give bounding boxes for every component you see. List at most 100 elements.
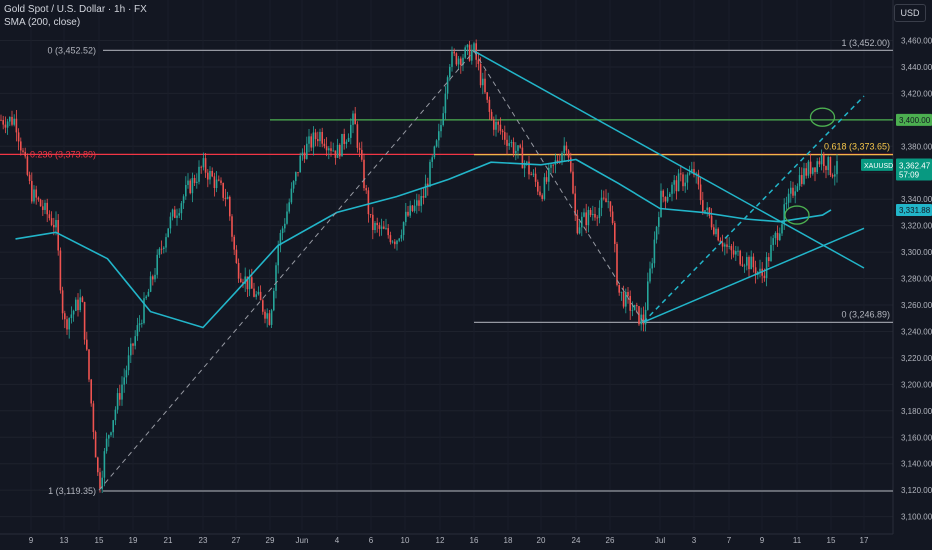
candle-body <box>226 196 229 199</box>
candle-body <box>339 144 341 157</box>
candle-body <box>820 155 823 165</box>
candle-body <box>251 277 253 289</box>
candle-body <box>451 51 453 67</box>
indicator-label[interactable]: SMA (200, close) <box>4 17 81 28</box>
candle-body <box>724 244 726 247</box>
candle-body <box>83 301 86 340</box>
candle-body <box>669 193 671 197</box>
candle-body <box>477 59 480 65</box>
candle-body <box>92 403 95 432</box>
candle-body <box>486 92 488 100</box>
candle-body <box>345 141 348 144</box>
candle-body <box>191 178 194 194</box>
candle-body <box>171 209 174 217</box>
x-tick-label: Jun <box>296 536 309 545</box>
candle-body <box>297 172 299 173</box>
candle-body <box>658 217 660 227</box>
candle-body <box>622 291 625 307</box>
fib-label: 1 (3,119.35) <box>48 486 96 496</box>
sma-200-line <box>15 158 832 329</box>
candle-body <box>594 213 596 218</box>
candle-body <box>675 180 678 192</box>
candle-body <box>57 219 59 251</box>
candle-body <box>112 420 114 433</box>
candle-body <box>141 323 143 324</box>
candle-body <box>332 150 334 152</box>
candle-body <box>455 53 458 65</box>
x-tick-label: 9 <box>29 536 34 545</box>
candle-body <box>101 477 103 489</box>
candle-body <box>125 370 128 378</box>
candle-body <box>114 409 117 421</box>
candle-body <box>6 121 9 128</box>
candle-body <box>693 169 695 175</box>
candle-body <box>530 174 532 176</box>
candle-body <box>739 250 741 265</box>
candle-body <box>350 124 352 138</box>
candle-body <box>583 212 585 217</box>
candle-body <box>400 234 403 239</box>
candle-body <box>39 199 42 207</box>
candle-body <box>605 198 607 203</box>
candle-body <box>721 242 724 247</box>
candle-body <box>72 310 75 315</box>
candle-body <box>281 228 284 234</box>
candle-body <box>156 254 158 275</box>
x-tick-label: 12 <box>436 536 445 545</box>
candle-body <box>213 176 216 189</box>
candle-body <box>504 132 506 140</box>
x-tick-label: 6 <box>369 536 374 545</box>
candle-body <box>108 435 110 439</box>
candle-body <box>596 217 598 219</box>
candle-body <box>523 162 526 169</box>
candle-body <box>653 239 656 264</box>
candle-body <box>15 118 18 133</box>
candle-body <box>358 147 361 150</box>
candle-body <box>792 187 794 196</box>
y-tick-label: 3,420.00 <box>901 89 932 98</box>
candle-body <box>207 172 209 180</box>
candle-body <box>541 195 543 199</box>
candle-body <box>143 298 145 324</box>
candle-body <box>829 157 832 175</box>
candle-body <box>785 202 788 205</box>
y-tick-label: 3,280.00 <box>901 275 932 284</box>
candle-body <box>827 157 829 171</box>
candle-body <box>2 120 4 125</box>
x-tick-label: 24 <box>572 536 581 545</box>
last-price-badge-bg <box>896 158 932 181</box>
candle-body <box>42 206 44 210</box>
candle-body <box>466 44 469 48</box>
candle-body <box>772 238 774 245</box>
candle-body <box>325 146 328 151</box>
candle-body <box>506 139 508 146</box>
candle-body <box>715 228 717 235</box>
candle-body <box>314 132 317 140</box>
candle-body <box>405 211 407 223</box>
candle-body <box>28 174 31 181</box>
currency-button[interactable]: USD <box>894 4 926 22</box>
x-tick-label: 15 <box>95 536 104 545</box>
dashed-trendline <box>642 95 865 323</box>
x-tick-label: 3 <box>692 536 697 545</box>
candle-body <box>90 379 92 404</box>
candle-body <box>105 438 108 452</box>
candle-body <box>26 156 29 175</box>
candle-body <box>664 196 667 202</box>
y-tick-label: 3,140.00 <box>901 460 932 469</box>
candle-body <box>88 349 90 380</box>
candle-body <box>831 174 834 177</box>
candle-body <box>270 310 273 325</box>
candle-body <box>202 158 205 168</box>
candle-body <box>706 207 708 211</box>
candle-body <box>550 164 552 168</box>
candle-body <box>138 323 141 326</box>
candle-body <box>317 139 319 142</box>
candle-body <box>31 180 33 202</box>
candle-body <box>152 276 154 280</box>
candle-body <box>444 93 447 114</box>
candle-body <box>823 155 825 167</box>
candle-body <box>220 180 222 183</box>
candle-body <box>508 143 510 146</box>
